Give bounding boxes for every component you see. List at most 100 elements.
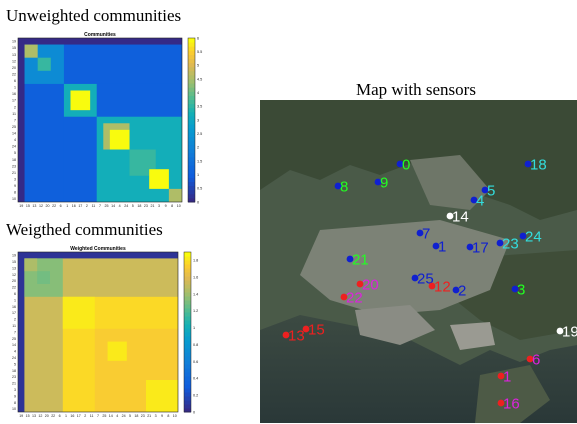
colorbar-segment	[188, 50, 195, 55]
y-tick-label: 12	[12, 273, 16, 277]
colorbar-segment	[188, 99, 195, 105]
y-tick-label: 15	[12, 260, 16, 264]
sensor-marker: 16	[497, 396, 520, 413]
colorbar-segment	[184, 276, 191, 281]
sensor-dot	[302, 325, 310, 333]
sensor-dot	[340, 293, 348, 301]
y-tick-label: 20	[12, 279, 16, 283]
x-tick-label: 7	[99, 204, 101, 208]
matrix-block	[70, 90, 91, 111]
y-tick-label: 4	[14, 138, 16, 142]
sensor-marker: 23	[496, 236, 519, 253]
x-tick-label: 2	[84, 414, 86, 418]
matrix-block	[37, 271, 50, 284]
x-tick-label: 15	[26, 204, 30, 208]
x-tick-label: 7	[97, 414, 99, 418]
colorbar-segment	[184, 272, 191, 277]
sensor-dot	[356, 280, 364, 288]
sensor-dot	[346, 255, 354, 263]
sensor-label: 23	[502, 236, 519, 253]
x-tick-label: 9	[165, 204, 167, 208]
colorbar-segment	[188, 148, 195, 154]
y-tick-label: 5	[14, 362, 16, 366]
colorbar-segment	[184, 308, 191, 313]
y-tick-label: 1	[14, 298, 16, 302]
colorbar-segment	[184, 344, 191, 349]
x-tick-label: 5	[132, 204, 134, 208]
sensor-dot	[524, 160, 532, 168]
sensor-marker: 6	[526, 352, 540, 369]
sensor-label: 6	[532, 352, 540, 369]
colorbar-segment	[188, 165, 195, 170]
sensor-label: 12	[434, 279, 451, 296]
colorbar-segment	[188, 156, 195, 162]
colorbar-segment	[188, 193, 195, 199]
sensor-label: 2	[458, 283, 466, 300]
sensor-marker: 7	[416, 226, 430, 243]
sensor-label: 0	[402, 157, 410, 174]
map-heading: Map with sensors	[356, 80, 476, 99]
colorbar-segment	[188, 107, 195, 113]
colorbar-segment	[188, 111, 195, 117]
sensor-dot	[334, 182, 342, 190]
y-tick-label: 15	[12, 46, 16, 50]
x-tick-label: 24	[124, 204, 128, 208]
y-tick-label: 6	[14, 292, 16, 296]
y-tick-label: 21	[12, 171, 16, 175]
y-tick-label: 10	[12, 407, 16, 411]
map-port-area	[355, 305, 435, 345]
x-tick-label: 8	[167, 414, 169, 418]
colorbar-segment	[188, 103, 195, 109]
x-tick-label: 23	[141, 414, 145, 418]
colorbar-tick-label: 5.5	[197, 50, 202, 54]
sensor-label: 19	[562, 324, 577, 341]
y-tick-label: 9	[14, 394, 16, 398]
y-tick-label: 19	[12, 254, 16, 258]
y-tick-label: 3	[14, 388, 16, 392]
colorbar-frame	[183, 251, 192, 413]
colorbar-segment	[184, 256, 191, 261]
colorbar-tick-label: 0.4	[193, 377, 198, 381]
colorbar-segment	[188, 42, 195, 47]
colorbar-segment	[184, 392, 191, 397]
colorbar-segment	[188, 177, 195, 182]
x-tick-label: 11	[90, 414, 94, 418]
sensor-dot	[282, 331, 290, 339]
x-tick-label: 22	[51, 414, 55, 418]
sensor-marker: 19	[556, 324, 577, 341]
y-tick-label: 3	[14, 177, 16, 181]
y-tick-label: 7	[14, 330, 16, 334]
colorbar-segment	[184, 316, 191, 321]
sensor-marker: 4	[470, 193, 484, 210]
y-tick-label: 24	[12, 356, 16, 360]
y-tick-label: 17	[12, 311, 16, 315]
x-tick-label: 18	[137, 204, 141, 208]
y-tick-label: 25	[12, 337, 16, 341]
colorbar-tick-label: 0	[193, 410, 195, 414]
x-tick-label: 15	[26, 414, 30, 418]
sensor-label: 16	[503, 396, 520, 413]
matrix-title: Communities	[84, 32, 116, 38]
sensor-label: 24	[525, 229, 542, 246]
map-south-peninsula	[475, 365, 550, 423]
sensor-dot	[556, 327, 564, 335]
sensor-dot	[446, 212, 454, 220]
matrix-cells	[18, 38, 182, 202]
x-tick-label: 21	[147, 414, 151, 418]
weighted-heading: Weigthed communities	[6, 220, 163, 239]
x-tick-label: 21	[150, 204, 154, 208]
colorbar-segment	[188, 173, 195, 178]
x-tick-label: 16	[72, 204, 76, 208]
colorbar-segment	[184, 288, 191, 293]
sensor-label: 22	[346, 290, 363, 307]
matrix-block	[107, 341, 127, 361]
sensor-dot	[466, 243, 474, 251]
sensor-label: 1	[438, 239, 446, 256]
sensor-dot	[452, 286, 460, 294]
sensor-dot	[374, 178, 382, 186]
colorbar-tick-label: 3.5	[197, 105, 202, 109]
y-tick-label: 22	[12, 72, 16, 76]
x-tick-label: 2	[86, 204, 88, 208]
y-tick-label: 20	[12, 66, 16, 70]
